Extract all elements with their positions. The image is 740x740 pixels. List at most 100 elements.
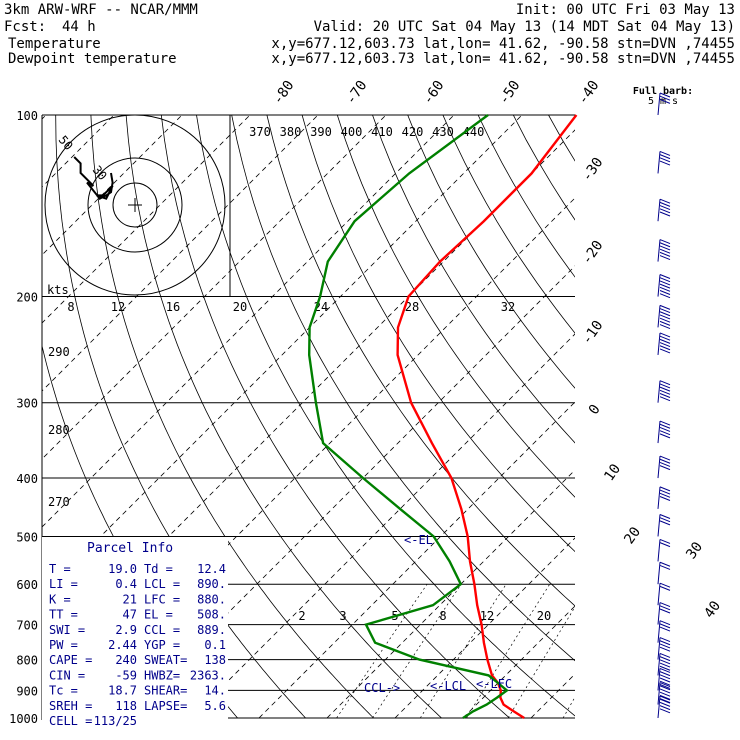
dry-adiabat bbox=[548, 115, 575, 162]
wind-barb-staff bbox=[657, 583, 661, 606]
theta-e-label: 270 bbox=[48, 495, 70, 509]
level-marker-ccl: CCL-> bbox=[364, 681, 400, 695]
hodograph-ring-label: 50 bbox=[56, 133, 76, 153]
wind-barb-flag bbox=[659, 95, 671, 101]
wind-barb bbox=[657, 198, 671, 222]
wind-barb-flag bbox=[659, 458, 671, 464]
wind-barb-staff bbox=[657, 151, 661, 174]
wind-barb-flag bbox=[659, 160, 671, 166]
dewpoint-legend: Dewpoint temperature bbox=[8, 51, 177, 67]
wind-barb bbox=[657, 582, 671, 606]
wind-barb-flag bbox=[659, 304, 671, 310]
wind-barb-staff bbox=[657, 562, 661, 585]
parcel-value: 240 bbox=[115, 653, 137, 667]
wind-barb-staff bbox=[657, 199, 661, 222]
wind-title-2: 5 m s bbox=[648, 96, 678, 107]
wind-barb-flag bbox=[659, 211, 671, 217]
theta-label: 390 bbox=[310, 125, 332, 139]
pressure-tick-label: 300 bbox=[16, 397, 38, 411]
pressure-tick-label: 400 bbox=[16, 472, 38, 486]
hodograph-ring bbox=[112, 182, 158, 228]
isotherm-label: -60 bbox=[420, 78, 448, 108]
wind-barb bbox=[657, 602, 671, 625]
parcel-value: 47 bbox=[123, 608, 137, 622]
init-time: Init: 00 UTC Fri 03 May 13 bbox=[516, 2, 735, 18]
dry-adiabat bbox=[477, 115, 575, 278]
wind-barb-staff bbox=[657, 637, 661, 660]
wind-barb-flag bbox=[659, 517, 671, 523]
parcel-value: 0.4 bbox=[115, 577, 137, 591]
mixing-ratio-label: 20 bbox=[537, 609, 551, 623]
wind-barb-flag bbox=[659, 242, 671, 248]
wind-barb-flag bbox=[659, 314, 671, 320]
wind-barb bbox=[657, 420, 671, 444]
wind-barb-staff bbox=[657, 380, 661, 403]
isotherm-line bbox=[42, 115, 455, 528]
wind-barb-flag bbox=[659, 205, 671, 211]
parcel-info-box: Parcel Info T = 19.0 Td = 12.4 LI = 0.4 LCL = 89… bbox=[42, 537, 228, 730]
parcel-value: 2.9 bbox=[115, 623, 137, 637]
wind-barb-flag bbox=[659, 396, 671, 402]
parcel-key: SHEAR= bbox=[144, 684, 187, 698]
level-marker-lfc: <-LFC bbox=[476, 677, 512, 691]
temperature-profile bbox=[396, 114, 578, 720]
wind-barb-flag bbox=[659, 455, 671, 461]
wind-barb-flag bbox=[659, 520, 671, 526]
isotherm-line bbox=[122, 265, 575, 719]
wind-barb-flag bbox=[659, 389, 671, 395]
mixing-ratio-label: 12 bbox=[480, 609, 494, 623]
parcel-key: SREH = bbox=[49, 699, 92, 713]
isotherm-label: -70 bbox=[343, 78, 371, 108]
dry-adiabat bbox=[372, 115, 575, 444]
dewpoint-profile bbox=[307, 114, 509, 720]
dewpoint-location: x,y=677.12,603.73 lat,lon= 41.62, -90.58… bbox=[271, 51, 735, 67]
parcel-key: K = bbox=[49, 592, 71, 606]
isotherm-label: -20 bbox=[579, 238, 607, 268]
theta-label: 410 bbox=[371, 125, 393, 139]
parcel-key: SWEAT= bbox=[144, 653, 187, 667]
wind-barb-flag bbox=[659, 465, 671, 471]
parcel-value: 889. bbox=[197, 623, 226, 637]
wind-barb-flag bbox=[659, 251, 671, 257]
dry-adiabat bbox=[196, 115, 575, 717]
wind-barb bbox=[657, 274, 671, 299]
wind-barb-flag bbox=[659, 386, 671, 392]
wind-barb bbox=[657, 620, 671, 643]
wind-barb bbox=[657, 150, 671, 174]
wind-barb bbox=[657, 514, 671, 537]
wind-barb-flag bbox=[659, 208, 671, 214]
wind-barb-flag bbox=[659, 646, 671, 652]
dry-adiabat bbox=[90, 115, 374, 719]
isotherm-line bbox=[326, 469, 575, 719]
theta-e-label: 290 bbox=[48, 345, 70, 359]
wind-barb-flag bbox=[659, 602, 671, 608]
dry-adiabat bbox=[442, 115, 575, 334]
wind-barb-flag bbox=[659, 320, 671, 326]
wind-barb bbox=[657, 561, 671, 585]
wetbulb-label: 32 bbox=[501, 300, 515, 314]
parcel-key: LFC = bbox=[144, 592, 180, 606]
wind-barb-staff bbox=[657, 332, 661, 356]
pressure-tick-label: 700 bbox=[16, 619, 38, 633]
parcel-key: PW = bbox=[49, 638, 78, 652]
parcel-key: CAPE = bbox=[49, 653, 92, 667]
wind-barb-flag bbox=[659, 691, 671, 697]
dry-adiabat bbox=[725, 115, 740, 718]
mixing-ratio-line bbox=[507, 606, 575, 719]
wind-barb-flag bbox=[659, 637, 671, 643]
wind-barb-flag bbox=[659, 626, 671, 632]
wind-barb-flag bbox=[659, 283, 671, 289]
temperature-legend: Temperature bbox=[8, 36, 101, 52]
parcel-title: Parcel Info bbox=[87, 541, 173, 556]
wind-barb-flag bbox=[659, 248, 671, 254]
isotherm-line bbox=[54, 197, 575, 719]
parcel-value: 508. bbox=[197, 608, 226, 622]
wind-barb bbox=[657, 637, 671, 660]
isotherm-label: -10 bbox=[579, 318, 607, 348]
wind-barb-flag bbox=[659, 433, 671, 439]
wetbulb-label: 16 bbox=[166, 300, 180, 314]
wind-barb-flag bbox=[659, 239, 671, 245]
wind-barb bbox=[657, 455, 671, 479]
grid-lines-clipped bbox=[42, 115, 740, 719]
isotherm-label: 40 bbox=[701, 598, 724, 621]
